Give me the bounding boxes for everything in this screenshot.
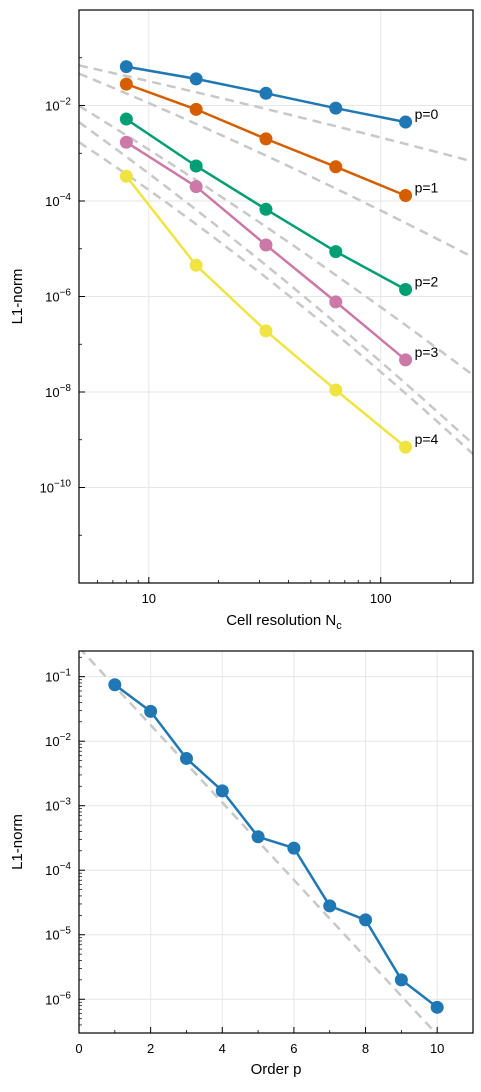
x-tick-label: 6 xyxy=(290,1041,297,1056)
data-point xyxy=(215,784,229,798)
x-tick-label: 10 xyxy=(142,591,156,606)
data-point xyxy=(119,135,133,149)
x-axis-label: Cell resolution Nc xyxy=(226,612,342,632)
series-label: p=3 xyxy=(415,344,439,360)
y-tick-label: 10−10 xyxy=(40,479,72,496)
data-point xyxy=(189,258,203,272)
data-point xyxy=(119,77,133,91)
convergence-vs-order-plot: 0 2 4 6 8 10 10−1 10−2 10−3 10−4 10−5 10−6 Order p L1… xyxy=(9,650,474,1078)
y-tick-exponent: −6 xyxy=(60,288,72,299)
data-point xyxy=(119,112,133,126)
y-tick-exponent: −6 xyxy=(60,990,72,1001)
data-point xyxy=(119,60,133,74)
data-point xyxy=(189,72,203,86)
y-tick-label: 10−4 xyxy=(45,861,71,878)
data-point xyxy=(251,830,265,844)
y-tick-exponent: −10 xyxy=(54,479,71,490)
data-point xyxy=(259,132,273,146)
y-axis-label: L1-norm xyxy=(9,269,26,325)
y-tick-label: 10−2 xyxy=(45,732,71,749)
data-point xyxy=(108,678,122,692)
data-point xyxy=(119,169,133,183)
y-tick-exponent: −2 xyxy=(60,732,72,743)
data-point xyxy=(399,189,413,203)
series-line xyxy=(125,175,407,449)
y-tick-exponent: −3 xyxy=(60,797,72,808)
data-point xyxy=(189,180,203,194)
data-point xyxy=(189,159,203,173)
data-point xyxy=(329,295,343,309)
reference-fit-line xyxy=(80,651,438,1033)
data-point xyxy=(329,160,343,174)
y-tick-label: 10−5 xyxy=(45,926,71,943)
data-point xyxy=(259,238,273,252)
data-point xyxy=(259,202,273,216)
data-point xyxy=(399,115,413,129)
y-tick-label: 10−1 xyxy=(45,668,71,685)
x-tick-label: 0 xyxy=(75,1041,82,1056)
y-tick-label: 10−2 xyxy=(45,97,71,114)
series-p=2: p=2 xyxy=(119,112,439,297)
y-tick-exponent: −4 xyxy=(60,861,72,872)
series-label: p=0 xyxy=(415,106,439,122)
reference-fit-line xyxy=(79,64,473,163)
x-tick-label: 8 xyxy=(362,1041,369,1056)
x-tick-label: 4 xyxy=(219,1041,226,1056)
data-point xyxy=(399,353,413,367)
data-point xyxy=(359,913,373,927)
data-point xyxy=(399,440,413,454)
reference-fit-line xyxy=(79,121,473,445)
x-tick-label: 10 xyxy=(430,1041,444,1056)
data-point xyxy=(430,1000,444,1014)
series-p=1: p=1 xyxy=(119,77,439,203)
data-point xyxy=(329,383,343,397)
plot-frame xyxy=(78,650,474,1034)
y-tick-label: 10−6 xyxy=(45,288,71,305)
data-point xyxy=(329,245,343,259)
series-line xyxy=(114,683,438,1009)
y-tick-label: 10−8 xyxy=(45,383,71,400)
data-point xyxy=(179,751,193,765)
series-p=4: p=4 xyxy=(119,169,439,454)
reference-fit-line xyxy=(79,141,473,456)
y-axis-label: L1-norm xyxy=(9,814,26,870)
series-label: p=1 xyxy=(415,180,439,196)
data-point xyxy=(399,283,413,297)
series-error-vs-order xyxy=(108,678,444,1014)
series-label: p=4 xyxy=(415,431,439,447)
data-point xyxy=(259,86,273,100)
series-p=3: p=3 xyxy=(119,135,439,367)
data-point xyxy=(394,973,408,987)
y-tick-label: 10−4 xyxy=(45,192,71,209)
y-tick-exponent: −2 xyxy=(60,97,72,108)
data-point xyxy=(329,101,343,115)
y-tick-exponent: −5 xyxy=(60,926,72,937)
convergence-vs-resolution-plot: p=0 p=1 p=2 p=3 p=4 10 100 10−2 10−4 10−6 10−8 10−1… xyxy=(9,9,474,632)
series-label: p=2 xyxy=(415,274,439,290)
y-tick-label: 10−6 xyxy=(45,990,71,1007)
y-tick-label: 10−3 xyxy=(45,797,71,814)
data-point xyxy=(287,841,301,855)
data-point xyxy=(189,102,203,116)
y-tick-exponent: −1 xyxy=(60,668,72,679)
y-tick-exponent: −8 xyxy=(60,383,72,394)
series-p=0: p=0 xyxy=(119,60,439,129)
x-axis-label: Order p xyxy=(251,1061,302,1078)
data-point xyxy=(259,324,273,338)
reference-fit-line xyxy=(79,72,473,259)
data-point xyxy=(144,704,158,718)
x-tick-label: 2 xyxy=(147,1041,154,1056)
x-tick-label: 100 xyxy=(370,591,392,606)
data-point xyxy=(323,899,337,913)
reference-fit-line xyxy=(79,104,473,377)
y-tick-exponent: −4 xyxy=(60,192,72,203)
